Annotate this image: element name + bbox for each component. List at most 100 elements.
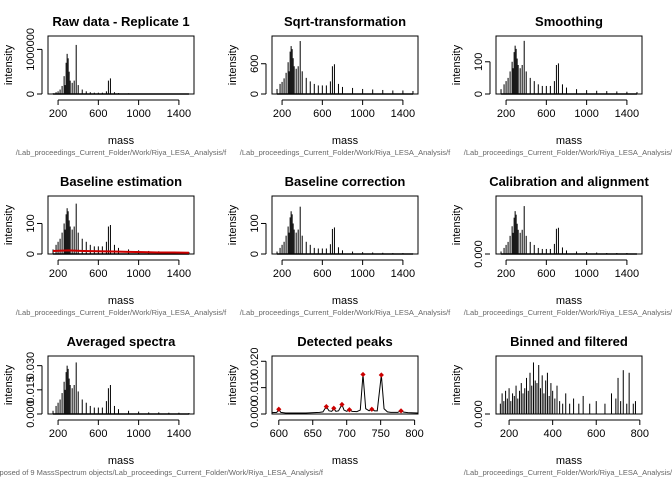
x-tick-label: 600 bbox=[587, 428, 605, 440]
chart-title: Averaged spectra bbox=[67, 334, 176, 349]
x-tick-label: 600 bbox=[537, 268, 555, 280]
x-tick-label: 650 bbox=[304, 428, 322, 440]
panel-9: Binned and filtered 200 400 600 800 0.000 mass… bbox=[451, 334, 672, 477]
x-tick-label: 1400 bbox=[615, 268, 639, 280]
x-tick-label: 600 bbox=[537, 108, 555, 120]
x-axis-label: mass bbox=[556, 295, 583, 307]
spectrum-line bbox=[271, 374, 419, 414]
panel-5: Baseline correction 200 600 1000 1400 0 100 mas… bbox=[227, 174, 451, 317]
x-tick-label: 1000 bbox=[126, 268, 150, 280]
x-tick-label: 1400 bbox=[615, 108, 639, 120]
panel-2: Sqrt-transformation 200 600 1000 1400 0 600 mas… bbox=[227, 14, 451, 157]
y-tick-label: 0 bbox=[25, 91, 37, 97]
x-tick-label: 600 bbox=[89, 268, 107, 280]
peak-marker-3 bbox=[339, 401, 345, 408]
y-tick-label: 0 bbox=[249, 91, 261, 97]
peak-marker-8 bbox=[398, 408, 404, 414]
x-tick-label: 1000 bbox=[350, 268, 374, 280]
plot-subtitle: /Lab_proceedings_Current_Folder/Work/Riy… bbox=[464, 148, 672, 157]
panel-6: Calibration and alignment 200 600 1000 1400 0… bbox=[451, 174, 672, 317]
y-axis-label: intensity bbox=[227, 204, 239, 245]
x-tick-label: 200 bbox=[500, 428, 518, 440]
x-tick-label: 1000 bbox=[574, 268, 598, 280]
panel-1: Raw data - Replicate 1 200 600 1000 1400 0 100… bbox=[3, 14, 227, 157]
y-axis-label: intensity bbox=[227, 44, 239, 85]
chart-title: Binned and filtered bbox=[510, 334, 628, 349]
plot-subtitle: /Lab_proceedings_Current_Folder/Work/Riy… bbox=[240, 148, 451, 157]
y-axis-label: intensity bbox=[3, 204, 15, 245]
x-tick-label: 1000 bbox=[126, 108, 150, 120]
y-axis-label: intensity bbox=[3, 364, 15, 405]
x-tick-label: 200 bbox=[273, 268, 291, 280]
baseline-line bbox=[52, 249, 189, 254]
x-tick-label: 600 bbox=[313, 108, 331, 120]
x-tick-label: 700 bbox=[338, 428, 356, 440]
x-tick-label: 1400 bbox=[167, 268, 191, 280]
plot-frame bbox=[271, 355, 419, 415]
x-tick-label: 800 bbox=[631, 428, 649, 440]
x-tick-label: 1000 bbox=[350, 108, 374, 120]
plot-subtitle: /Lab_proceedings_Current_Folder/Work/Riy… bbox=[16, 148, 227, 157]
chart-title: Raw data - Replicate 1 bbox=[52, 14, 189, 29]
y-tick-label: 100 bbox=[25, 214, 37, 232]
x-tick-label: 200 bbox=[497, 108, 515, 120]
plot-subtitle: /Lab_proceedings_Current_Folder/Work/Riy… bbox=[16, 308, 227, 317]
panel-4: Baseline estimation 200 600 1000 1400 0 100 mas… bbox=[3, 174, 227, 317]
plot-subtitle: /Lab_proceedings_Current_Folder/Work/Riy… bbox=[240, 308, 451, 317]
chart-title: Detected peaks bbox=[297, 334, 392, 349]
y-axis-label: intensity bbox=[3, 44, 15, 85]
y-tick-label: 0.000 bbox=[473, 240, 485, 268]
chart-title: Baseline correction bbox=[285, 174, 406, 189]
x-tick-label: 800 bbox=[405, 428, 423, 440]
chart-title: Baseline estimation bbox=[60, 174, 182, 189]
x-tick-label: 1000 bbox=[574, 108, 598, 120]
peak-marker-5 bbox=[360, 371, 366, 378]
y-tick-label: 0.020 bbox=[249, 348, 261, 376]
chart-title: Calibration and alignment bbox=[489, 174, 649, 189]
x-tick-label: 200 bbox=[49, 108, 67, 120]
x-tick-label: 1000 bbox=[126, 428, 150, 440]
x-axis-label: mass bbox=[108, 455, 135, 467]
panel-8: Detected peaks 600 650 700 750 800 0.0000.0100… bbox=[227, 334, 424, 467]
x-axis-label: mass bbox=[332, 455, 359, 467]
chart-title: Smoothing bbox=[535, 14, 603, 29]
x-tick-label: 1400 bbox=[391, 108, 415, 120]
y-tick-label: 0 bbox=[473, 91, 485, 97]
y-axis-label: intensity bbox=[227, 364, 239, 405]
peak-marker-4 bbox=[346, 407, 353, 413]
peak-marker-6 bbox=[369, 406, 375, 412]
y-tick-label: 1000000 bbox=[25, 28, 37, 71]
x-tick-label: 1400 bbox=[167, 428, 191, 440]
y-tick-label: 0 bbox=[249, 251, 261, 257]
x-tick-label: 200 bbox=[49, 268, 67, 280]
peak-marker-7 bbox=[378, 372, 384, 378]
plot-subtitle: /Lab_proceedings_Current_Folder/Work/Riy… bbox=[464, 308, 672, 317]
y-axis-label: intensity bbox=[451, 44, 463, 85]
y-tick-label: 0.030 bbox=[25, 352, 37, 380]
x-tick-label: 200 bbox=[497, 268, 515, 280]
x-tick-label: 600 bbox=[313, 268, 331, 280]
y-tick-label: 0.000 bbox=[473, 400, 485, 428]
peak-marker-2 bbox=[331, 405, 337, 411]
x-tick-label: 400 bbox=[543, 428, 561, 440]
x-axis-label: mass bbox=[556, 455, 583, 467]
x-axis-label: mass bbox=[556, 135, 583, 147]
x-axis-label: mass bbox=[108, 135, 135, 147]
y-tick-label: 100 bbox=[249, 214, 261, 232]
plot-subtitle: /Lab_proceedings_Current_Folder/Work/Riy… bbox=[464, 468, 672, 477]
peak-marker-0 bbox=[276, 406, 282, 412]
x-tick-label: 600 bbox=[89, 428, 107, 440]
y-axis-label: intensity bbox=[451, 204, 463, 245]
x-tick-label: 600 bbox=[270, 428, 288, 440]
x-axis-label: mass bbox=[332, 135, 359, 147]
x-tick-label: 1400 bbox=[391, 268, 415, 280]
plot-subtitle: averaged spectrum composed of 9 MassSpec… bbox=[0, 468, 324, 477]
plot-frame bbox=[495, 355, 643, 415]
chart-title: Sqrt-transformation bbox=[284, 14, 406, 29]
x-tick-label: 750 bbox=[371, 428, 389, 440]
peak-marker-1 bbox=[323, 404, 329, 410]
y-tick-label: 600 bbox=[249, 55, 261, 73]
x-axis-label: mass bbox=[332, 295, 359, 307]
